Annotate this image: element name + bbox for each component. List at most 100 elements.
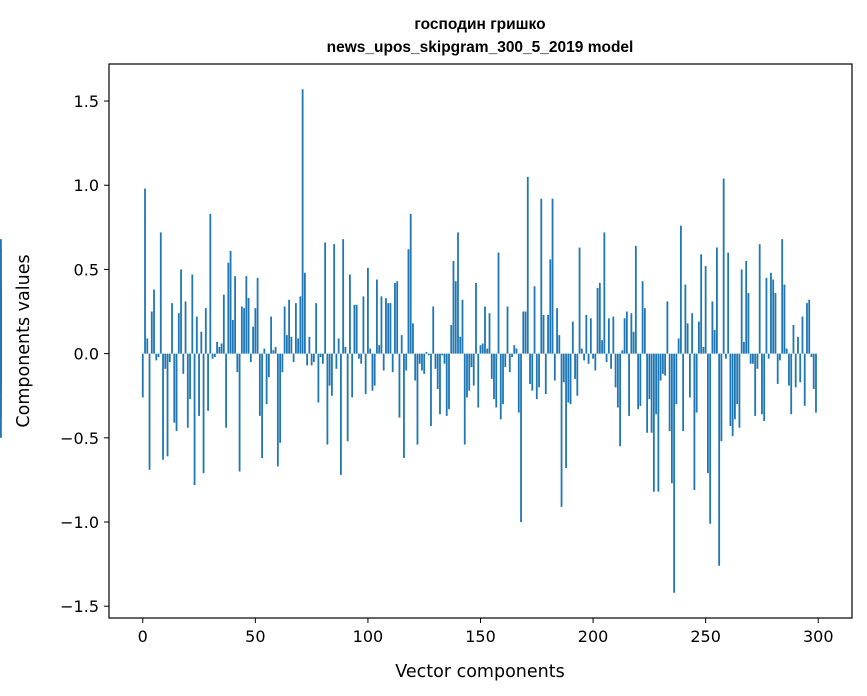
bar-209: [612, 316, 615, 354]
bar-245: [693, 353, 696, 491]
bar-222: [641, 281, 644, 354]
x-tick-label-2: 100: [353, 627, 384, 646]
bar-234: [668, 353, 671, 432]
bar-231: [661, 353, 664, 374]
bar-50: [254, 308, 257, 354]
bar-139: [454, 281, 457, 354]
bar-263: [734, 353, 736, 420]
bar-121: [414, 353, 417, 381]
bar-233: [666, 301, 669, 354]
bar-109: [387, 303, 390, 354]
bar-171: [526, 176, 529, 354]
bar-75: [310, 353, 313, 366]
bar-53: [261, 353, 263, 459]
bar-279: [770, 272, 772, 354]
bar-143: [463, 353, 466, 445]
bar-108: [385, 298, 387, 354]
bar-177: [540, 198, 543, 354]
bar-77: [315, 303, 318, 354]
bar-73: [306, 353, 309, 366]
bar-224: [646, 353, 649, 433]
bar-39: [229, 250, 232, 354]
bar-237: [675, 353, 678, 405]
y-tick-label-2: −0.5: [60, 429, 99, 448]
bar-7: [157, 353, 160, 357]
bar-154: [488, 313, 491, 354]
bar-252: [709, 353, 712, 524]
bar-265: [738, 353, 741, 428]
bar-243: [688, 353, 691, 398]
bar-52: [258, 353, 261, 416]
bar-103: [373, 353, 376, 386]
bar-251: [707, 353, 709, 474]
bar-5: [153, 289, 155, 354]
bar-161: [504, 353, 507, 368]
bar-63: [283, 306, 286, 354]
x-tick-label-3: 150: [465, 627, 496, 646]
bar-54: [263, 348, 266, 354]
chart-title: господин гришко: [414, 16, 545, 33]
x-tick-label-4: 200: [578, 627, 609, 646]
bar-257: [720, 353, 723, 442]
bar-189: [567, 353, 570, 403]
bar-36: [222, 294, 225, 354]
bar-278: [767, 353, 770, 359]
bar-194: [578, 247, 581, 354]
bar-195: [580, 348, 583, 354]
bar-66: [290, 336, 293, 354]
bar-250: [704, 266, 707, 354]
bar-10: [164, 353, 167, 369]
bar-150: [479, 345, 482, 354]
bar-199: [589, 318, 592, 354]
bar-179: [544, 353, 547, 395]
bar-266: [740, 269, 743, 354]
bar-144: [466, 353, 468, 398]
bar-1: [144, 188, 146, 354]
bar-130: [434, 353, 437, 369]
bar-67: [292, 353, 295, 363]
bar-58: [272, 350, 275, 354]
bar-125: [423, 353, 426, 374]
bars-group: [0, 89, 817, 593]
bar-218: [632, 331, 635, 354]
bar-42: [236, 353, 239, 373]
x-tick-label-1: 50: [245, 627, 265, 646]
bar-105: [378, 345, 381, 354]
bar-267: [743, 341, 745, 354]
bar-94: [353, 304, 356, 354]
bar-169: [522, 311, 525, 354]
bar-191: [571, 321, 574, 354]
bar-24: [195, 316, 198, 354]
bar-219: [634, 245, 637, 354]
bar-242: [686, 323, 689, 354]
bar-186: [560, 353, 563, 507]
bar-134: [443, 353, 446, 364]
bar-277: [765, 277, 768, 354]
bar-85: [333, 244, 336, 354]
bar-238: [677, 338, 680, 354]
x-axis-label: Vector components: [395, 662, 564, 682]
bar-3: [148, 353, 151, 470]
bar-213: [621, 350, 624, 354]
bar-65: [288, 299, 291, 354]
bar-232: [664, 353, 667, 376]
bar-174: [533, 286, 536, 354]
bar-259: [725, 353, 727, 359]
bar-68: [294, 303, 297, 354]
bar-216: [628, 353, 630, 416]
bar-106: [380, 296, 383, 354]
bar-249: [702, 346, 705, 354]
bar-201: [594, 353, 597, 371]
x-tick-label-5: 250: [690, 627, 721, 646]
bar-282: [776, 353, 779, 384]
bar-261: [729, 353, 732, 427]
bar-46: [245, 276, 248, 354]
bar-56: [267, 353, 270, 378]
x-tick-label-0: 0: [138, 627, 148, 646]
bar-113: [396, 281, 399, 354]
bar-275: [761, 353, 763, 415]
bar-88: [340, 353, 342, 475]
bar-69: [297, 338, 300, 354]
bar-99: [364, 353, 367, 395]
bar-138: [452, 261, 455, 354]
